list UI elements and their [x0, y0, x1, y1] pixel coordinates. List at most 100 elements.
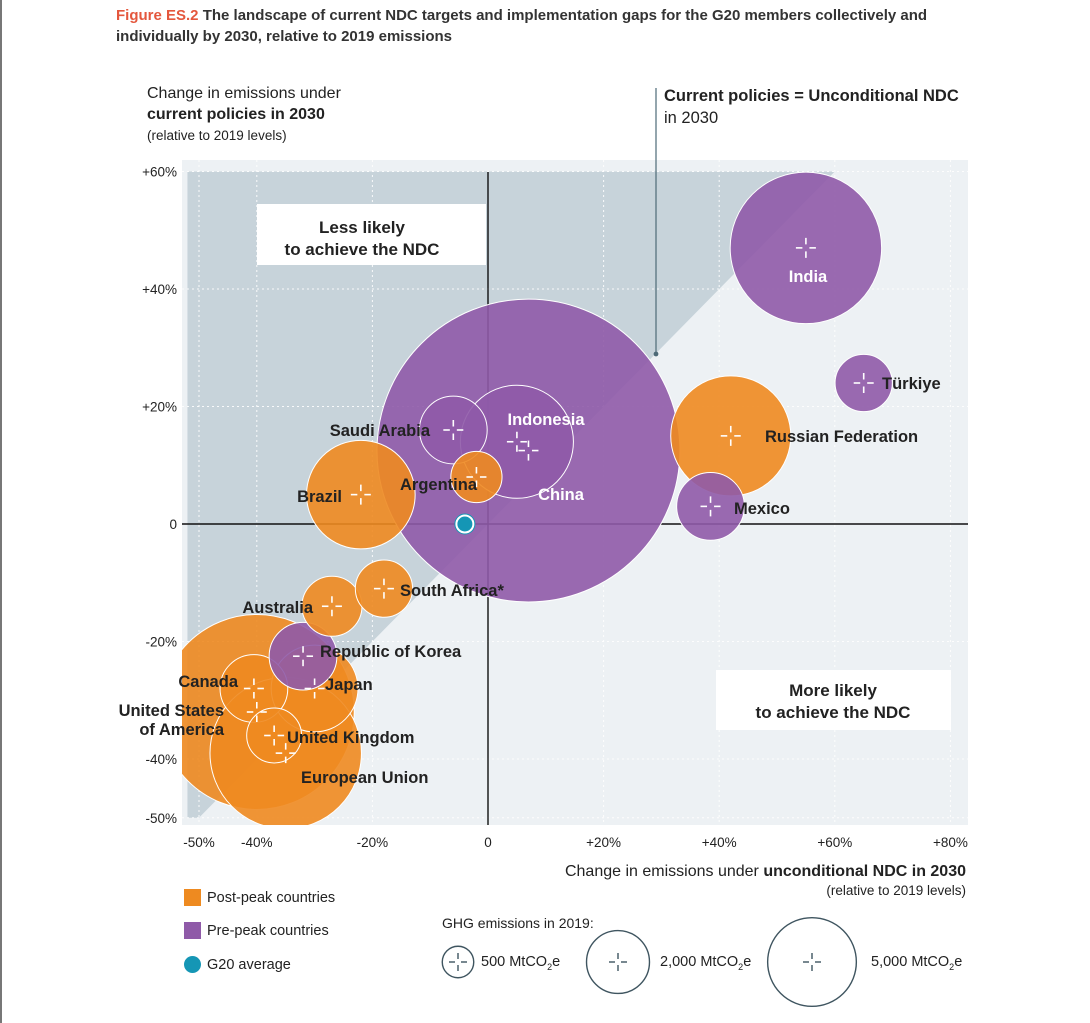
bubble-center-united-kingdom — [264, 725, 285, 746]
x-tick-20: +20% — [586, 835, 621, 850]
label-republic-of-korea: Republic of Korea — [320, 643, 462, 661]
label-united-kingdom: United Kingdom — [287, 729, 414, 747]
bubble-center-republic-of-korea — [293, 646, 314, 667]
y-tick-20: -20% — [145, 635, 177, 650]
bubble-center-european-union — [275, 743, 296, 764]
legend-post-peak-swatch — [184, 889, 201, 906]
legend-g20-average: G20 average — [184, 956, 291, 973]
bubble-center-saudi-arabia — [443, 420, 464, 440]
bubble-center-australia — [321, 596, 342, 617]
y-tick-50: -50% — [145, 811, 177, 826]
page-edge-rule — [0, 0, 2, 1023]
y-axis-title-line3: (relative to 2019 levels) — [147, 128, 287, 143]
bubble-south-africa — [354, 559, 414, 618]
legend-post-peak: Post-peak countries — [184, 889, 335, 906]
label-european-union: European Union — [301, 769, 428, 787]
bubble-republic-of-korea — [268, 621, 338, 691]
label-australia: Australia — [242, 599, 313, 617]
bubble-india — [729, 171, 883, 325]
x-tick-20: -20% — [357, 835, 389, 850]
size-legend-title: GHG emissions in 2019: — [442, 915, 594, 931]
label-india: India — [789, 268, 828, 286]
bubble-saudi-arabia — [418, 395, 488, 465]
size-legend-circle-500 — [441, 945, 475, 979]
y-tick-60: +60% — [142, 165, 177, 180]
x-tick-60: +60% — [817, 835, 852, 850]
label-united-states-of-america-line2: of America — [139, 721, 224, 739]
x-tick-0: 0 — [484, 835, 492, 850]
size-legend-center-500 — [449, 953, 467, 971]
y-axis-title-line2: current policies in 2030 — [147, 106, 325, 123]
label-japan: Japan — [325, 676, 373, 694]
g20-average-point — [457, 516, 473, 532]
y-tick-0: 0 — [169, 517, 177, 532]
y-axis-title-line1: Change in emissions under — [147, 85, 341, 102]
x-axis-title-line2: (relative to 2019 levels) — [826, 883, 966, 898]
bubble-center-t-rkiye — [853, 373, 874, 393]
y-tick-40: +40% — [142, 282, 177, 297]
x-tick-40: +40% — [702, 835, 737, 850]
legend-pre-peak: Pre-peak countries — [184, 922, 329, 939]
bubble-center-japan — [304, 678, 325, 699]
bubble-center-mexico — [700, 496, 721, 517]
x-axis-title: Change in emissions under unconditional … — [565, 862, 966, 900]
size-legend-circle-5000 — [766, 916, 858, 1008]
bubble-argentina — [450, 450, 503, 504]
figure-label: Figure ES.2 — [116, 7, 199, 24]
size-legend-center-5000 — [803, 953, 821, 971]
legend-g20-average-swatch — [184, 956, 201, 973]
legend-g20-average-label: G20 average — [207, 956, 291, 973]
figure-title-text: The landscape of current NDC targets and… — [116, 7, 928, 45]
label-argentina: Argentina — [400, 476, 478, 494]
annotation-leader-dot — [653, 351, 659, 357]
label-indonesia: Indonesia — [507, 411, 585, 429]
label-south-africa: South Africa* — [400, 582, 504, 600]
label-mexico: Mexico — [734, 500, 790, 518]
upper-zone-label-line2: to achieve the NDC — [285, 240, 440, 259]
x-tick-40: -40% — [241, 835, 273, 850]
x-axis-title-bold: unconditional NDC in 2030 — [763, 863, 966, 880]
lower-zone-label-box — [716, 670, 951, 730]
label-t-rkiye: Türkiye — [882, 375, 941, 393]
upper-zone-label-box — [257, 204, 486, 265]
size-legend-2000-label: 2,000 MtCO2e — [660, 954, 752, 972]
bubble-t-rkiye — [834, 353, 893, 413]
label-russian-federation: Russian Federation — [765, 428, 918, 446]
parity-line-annotation: Current policies = Unconditional NDC in … — [664, 85, 959, 129]
annotation-line1: Current policies = Unconditional NDC — [664, 87, 959, 105]
x-axis-title-normal: Change in emissions under — [564, 863, 764, 880]
lower-zone-label-line1: More likely — [789, 681, 877, 700]
label-saudi-arabia: Saudi Arabia — [330, 422, 431, 440]
bubble-center-united-states-of-america — [246, 702, 267, 722]
bubble-united-kingdom — [246, 707, 303, 764]
lower-zone-label-line2: to achieve the NDC — [756, 703, 911, 722]
y-tick-20: +20% — [142, 400, 177, 415]
x-tick-80: +80% — [933, 835, 968, 850]
label-china: China — [538, 486, 585, 504]
bubble-center-china — [518, 440, 539, 461]
bubble-center-south-africa — [373, 578, 394, 599]
y-axis-title: Change in emissions under current polici… — [147, 83, 341, 146]
label-united-states-of-america-line1: United States — [119, 702, 224, 720]
upper-zone-label-line1: Less likely — [319, 218, 406, 237]
legend-pre-peak-label: Pre-peak countries — [207, 922, 329, 939]
bubble-center-canada — [243, 678, 264, 699]
size-legend-5000-label: 5,000 MtCO2e — [871, 954, 963, 972]
legend-pre-peak-swatch — [184, 922, 201, 939]
bubble-center-russian-federation — [720, 425, 741, 446]
bubble-brazil — [306, 439, 416, 550]
size-legend-circle-2000 — [585, 929, 651, 995]
bubble-mexico — [676, 472, 745, 541]
label-canada: Canada — [178, 673, 238, 691]
bubble-center-argentina — [466, 467, 487, 487]
size-legend-center-2000 — [609, 953, 627, 971]
bubble-layer — [182, 171, 893, 825]
legend-post-peak-label: Post-peak countries — [207, 889, 336, 906]
bubble-center-brazil — [350, 484, 371, 505]
figure-title: Figure ES.2 The landscape of current NDC… — [116, 5, 986, 47]
bubble-center-indonesia — [506, 431, 527, 452]
annotation-line2: in 2030 — [664, 109, 719, 127]
label-brazil: Brazil — [297, 488, 342, 506]
y-tick-40: -40% — [145, 752, 177, 767]
